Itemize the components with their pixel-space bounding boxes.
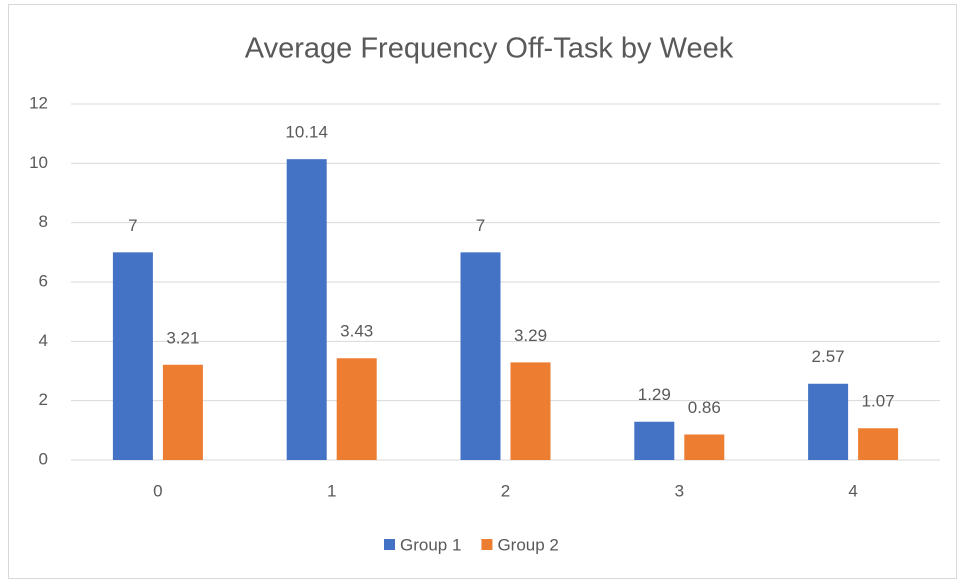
data-label: 0.86 [688, 398, 721, 417]
bar [510, 362, 551, 460]
bar [336, 358, 377, 460]
y-tick-label: 6 [39, 271, 48, 290]
x-tick-label: 3 [675, 481, 684, 500]
y-tick-label: 8 [39, 212, 48, 231]
x-tick-label: 4 [848, 481, 857, 500]
bar [286, 159, 327, 460]
data-label: 2.57 [812, 347, 845, 366]
y-tick-label: 4 [39, 331, 48, 350]
data-label: 3.21 [166, 328, 199, 347]
legend-swatch [481, 539, 493, 550]
bar [858, 428, 899, 460]
bar [460, 252, 501, 460]
bar [162, 364, 203, 460]
y-tick-label: 12 [29, 93, 48, 112]
x-tick-label: 1 [327, 481, 336, 500]
y-tick-label: 10 [29, 153, 48, 172]
data-label: 1.29 [638, 385, 671, 404]
bar [684, 434, 725, 460]
data-label: 7 [476, 216, 485, 235]
x-tick-label: 2 [501, 481, 510, 500]
bar [808, 383, 849, 460]
data-label: 3.29 [514, 326, 547, 345]
legend-label: Group 2 [497, 535, 558, 554]
y-tick-label: 0 [39, 449, 48, 468]
chart-title: Average Frequency Off-Task by Week [245, 33, 734, 65]
y-tick-label: 2 [39, 390, 48, 409]
data-label: 1.07 [862, 392, 895, 411]
legend-swatch [384, 539, 395, 550]
bar [634, 421, 675, 460]
bar [112, 252, 153, 460]
data-label: 10.14 [285, 123, 328, 142]
x-tick-label: 0 [153, 481, 162, 500]
data-label: 7 [128, 216, 137, 235]
legend-label: Group 1 [400, 535, 461, 554]
data-label: 3.43 [340, 322, 373, 341]
